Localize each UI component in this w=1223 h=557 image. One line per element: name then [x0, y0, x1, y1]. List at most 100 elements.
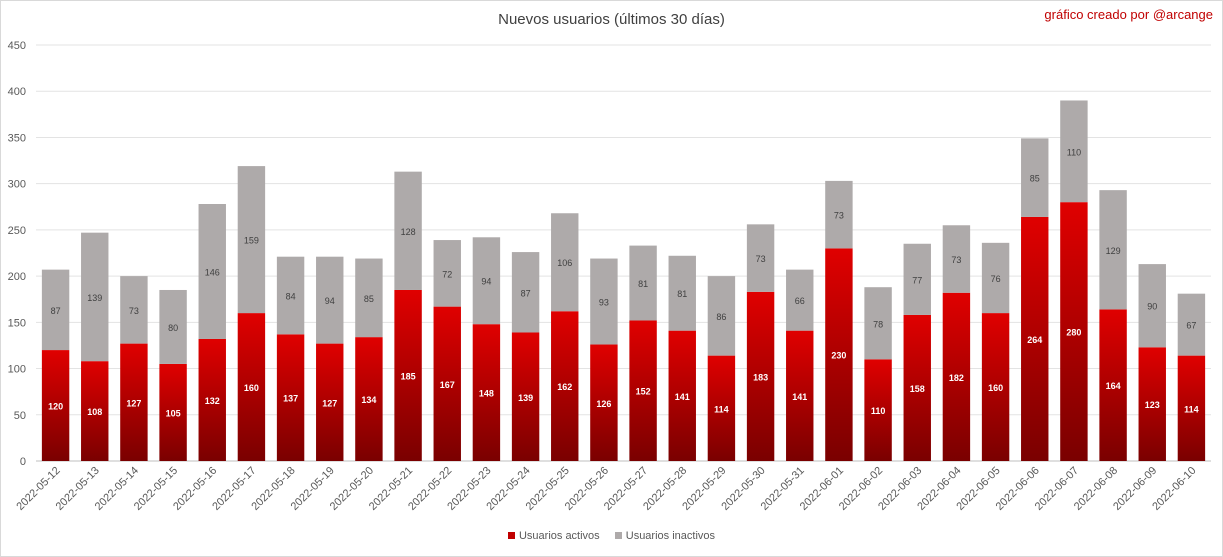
data-label-inactivos: 128: [401, 227, 416, 237]
legend-item-activos: Usuarios activos: [507, 530, 600, 542]
data-label-activos: 127: [322, 398, 337, 408]
bar-inactivos: [903, 243, 931, 315]
bar-inactivos: [1138, 264, 1166, 348]
y-tick-label: 200: [8, 271, 26, 283]
data-label-inactivos: 94: [481, 277, 491, 287]
bar-activos: [746, 291, 775, 461]
data-label-activos: 264: [1027, 335, 1042, 345]
data-label-inactivos: 81: [677, 289, 687, 299]
y-tick-label: 150: [8, 317, 26, 329]
data-label-inactivos: 73: [834, 211, 844, 221]
bar-inactivos: [198, 204, 226, 339]
data-label-inactivos: 159: [244, 236, 259, 246]
data-label-activos: 127: [126, 398, 141, 408]
data-label-inactivos: 66: [795, 296, 805, 306]
data-label-activos: 158: [910, 384, 925, 394]
bar-inactivos: [1021, 138, 1049, 217]
data-label-inactivos: 106: [557, 258, 572, 268]
bar-inactivos: [629, 245, 657, 321]
bar-inactivos: [394, 171, 422, 290]
bar-inactivos: [276, 256, 305, 335]
data-label-inactivos: 73: [951, 255, 961, 265]
data-label-inactivos: 146: [205, 267, 220, 277]
data-label-inactivos: 72: [442, 269, 452, 279]
data-label-activos: 152: [636, 387, 651, 397]
bar-activos: [903, 314, 931, 461]
bar-inactivos: [786, 269, 814, 331]
data-label-activos: 280: [1066, 328, 1081, 338]
data-label-activos: 141: [792, 392, 807, 402]
data-label-activos: 108: [87, 407, 102, 417]
data-label-activos: 185: [401, 371, 416, 381]
y-tick-label: 0: [20, 456, 26, 468]
data-label-inactivos: 85: [1030, 174, 1040, 184]
data-label-inactivos: 129: [1106, 246, 1121, 256]
bar-activos: [629, 320, 657, 461]
bar-activos: [668, 330, 696, 461]
bar-activos: [120, 343, 148, 461]
bar-activos: [316, 343, 344, 461]
bar-inactivos: [864, 287, 892, 360]
data-label-activos: 137: [283, 394, 298, 404]
data-label-activos: 114: [1184, 404, 1199, 414]
bar-inactivos: [746, 224, 775, 292]
bar-inactivos: [668, 255, 696, 331]
bar-activos: [433, 306, 461, 461]
y-tick-label: 400: [8, 86, 26, 98]
bar-inactivos: [590, 258, 618, 345]
data-label-activos: 162: [557, 382, 572, 392]
data-label-activos: 105: [166, 408, 181, 418]
bar-activos: [198, 338, 226, 461]
bar-activos: [1177, 355, 1206, 461]
data-label-activos: 134: [361, 395, 376, 405]
bar-activos: [472, 324, 501, 461]
bar-inactivos: [41, 269, 70, 351]
data-label-activos: 139: [518, 393, 533, 403]
y-tick-label: 250: [8, 225, 26, 237]
bar-inactivos: [81, 232, 109, 362]
data-label-activos: 141: [675, 392, 690, 402]
legend-swatch-activos: [507, 532, 515, 539]
data-label-inactivos: 85: [364, 294, 374, 304]
data-label-inactivos: 84: [286, 292, 296, 302]
data-label-inactivos: 110: [1067, 147, 1081, 157]
legend-item-inactivos: Usuarios inactivos: [614, 530, 716, 542]
bar-inactivos: [981, 242, 1010, 314]
chart-credit: gráfico creado por @arcange: [1044, 7, 1213, 22]
bar-activos: [81, 361, 109, 461]
data-label-activos: 182: [949, 373, 964, 383]
data-label-inactivos: 80: [168, 323, 178, 333]
bar-inactivos: [472, 237, 501, 325]
y-tick-label: 100: [8, 364, 26, 376]
bar-activos: [276, 334, 305, 461]
data-label-inactivos: 94: [325, 296, 335, 306]
data-label-activos: 167: [440, 380, 455, 390]
bar-activos: [551, 311, 579, 461]
bar-activos: [707, 355, 736, 461]
bar-inactivos: [707, 276, 736, 356]
bar-activos: [237, 313, 266, 461]
data-label-inactivos: 86: [716, 312, 726, 322]
bar-activos: [942, 292, 971, 461]
bar-activos: [981, 313, 1010, 461]
bar-inactivos: [1099, 190, 1127, 310]
data-label-activos: 183: [753, 372, 768, 382]
bar-activos: [41, 350, 70, 461]
bar-activos: [159, 363, 187, 461]
data-label-inactivos: 90: [1147, 302, 1157, 312]
bar-activos: [786, 330, 814, 461]
data-label-inactivos: 73: [756, 254, 766, 264]
bar-inactivos: [551, 213, 579, 312]
data-label-activos: 126: [596, 399, 611, 409]
legend-label-inactivos: Usuarios inactivos: [625, 530, 716, 542]
bar-activos: [1060, 202, 1088, 461]
data-label-inactivos: 73: [129, 306, 139, 316]
legend-swatch-inactivos: [614, 532, 622, 539]
bar-inactivos: [120, 276, 148, 344]
bar-activos: [864, 359, 892, 461]
data-label-activos: 160: [988, 383, 1003, 393]
data-label-inactivos: 77: [912, 275, 922, 285]
data-label-inactivos: 93: [599, 298, 609, 308]
data-label-activos: 164: [1106, 381, 1121, 391]
